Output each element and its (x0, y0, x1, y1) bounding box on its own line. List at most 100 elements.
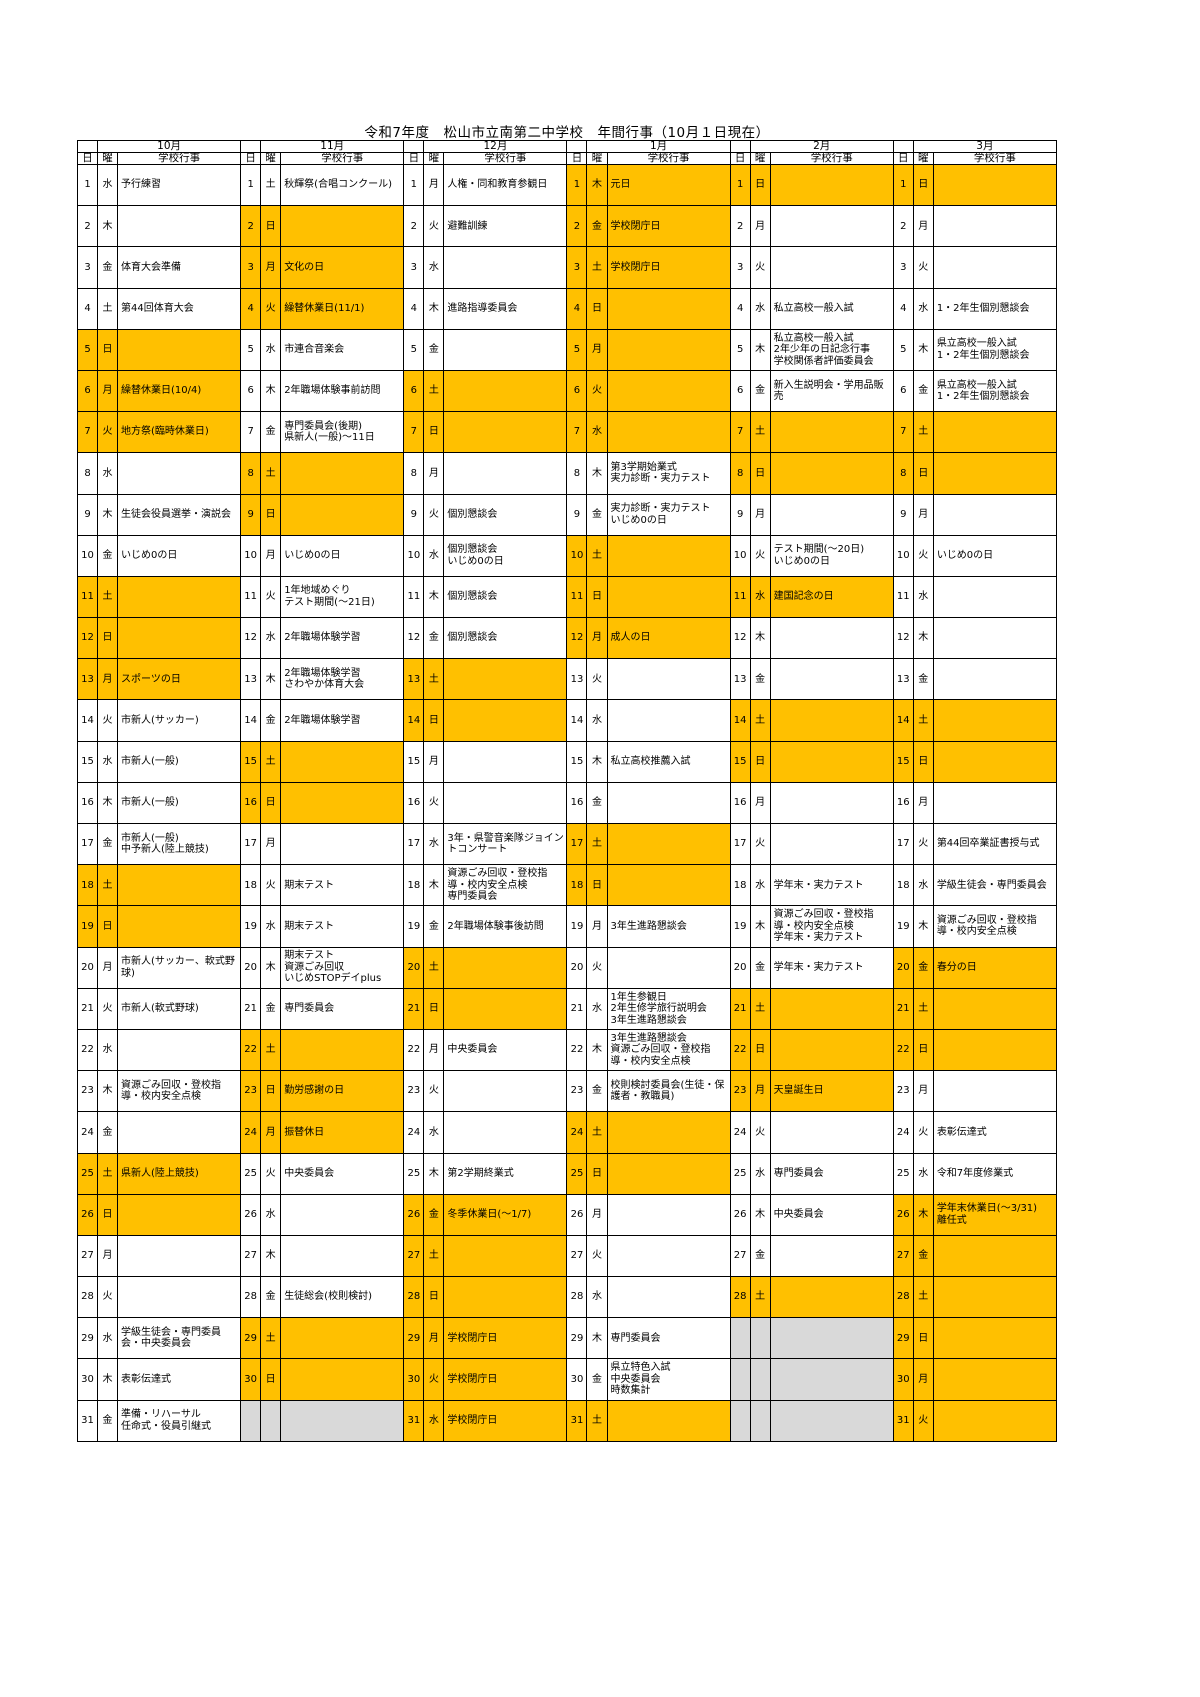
event-cell (443, 699, 568, 742)
day-number: 26 (240, 1193, 262, 1236)
weekday: 金 (586, 493, 608, 536)
day-number: 16 (403, 781, 425, 825)
day-number: 24 (729, 1111, 751, 1154)
weekday: 日 (97, 1193, 119, 1236)
weekday: 水 (260, 905, 282, 948)
weekday: 火 (912, 1399, 934, 1442)
weekday: 日 (912, 163, 934, 207)
event-cell (606, 1111, 731, 1154)
weekday: 月 (423, 1028, 445, 1072)
weekday: 水 (423, 1111, 445, 1154)
event-cell: 第44回体育大会 (117, 287, 242, 330)
event-cell (606, 575, 731, 619)
weekday: 土 (260, 452, 282, 495)
day-column-header: 日 (566, 152, 588, 165)
event-cell (443, 740, 568, 783)
event-cell (280, 205, 405, 248)
event-cell (769, 452, 894, 495)
event-cell (769, 617, 894, 660)
table-row: 15 水市新人(一般) 15 土 15 月 15 木私立高校推薦入試 15 日 15 日 (76, 740, 1058, 783)
event-cell: 建国記念の日 (769, 575, 894, 619)
day-number: 25 (240, 1152, 262, 1195)
event-cell: 秋輝祭(合唱コンクール) (280, 163, 405, 207)
event-cell (769, 1028, 894, 1072)
day-number: 8 (403, 452, 425, 495)
event-cell: 学年末・実力テスト (769, 864, 894, 907)
day-number: 23 (892, 1070, 914, 1113)
day-number: 2 (76, 205, 99, 248)
event-cell: テスト期間(～20日) いじめ0の日 (769, 534, 894, 577)
day-number: 15 (566, 740, 588, 783)
weekday: 月 (586, 617, 608, 660)
weekday: 火 (586, 946, 608, 989)
event-cell (280, 1028, 405, 1072)
weekday: 土 (586, 1399, 608, 1442)
event-cell: 3年・県警音楽隊ジョイントコンサート (443, 822, 568, 866)
day-number: 31 (566, 1399, 588, 1442)
weekday: 日 (260, 1358, 282, 1401)
weekday: 月 (260, 534, 282, 577)
day-number: 2 (566, 205, 588, 248)
event-cell: 学校閉庁日 (443, 1358, 568, 1401)
day-number: 6 (403, 369, 425, 413)
weekday: 日 (97, 617, 119, 660)
weekday: 火 (586, 369, 608, 413)
event-column-header: 学校行事 (606, 152, 731, 165)
event-cell (117, 205, 242, 248)
weekday-column-header: 曜 (586, 152, 608, 165)
table-row: 10 金いじめ0の日 10 月いじめ0の日 10 水個別懇談会 いじめ0の日 10 土 10 火テ… (76, 534, 1058, 577)
day-number: 18 (76, 864, 99, 907)
event-cell: いじめ0の日 (932, 534, 1058, 577)
weekday: 日 (260, 781, 282, 825)
day-number: 10 (240, 534, 262, 577)
weekday: 金 (749, 369, 771, 413)
weekday: 月 (912, 1358, 934, 1401)
weekday: 金 (260, 1276, 282, 1319)
day-number: 22 (403, 1028, 425, 1072)
event-cell: 個別懇談会 いじめ0の日 (443, 534, 568, 577)
event-cell (606, 781, 731, 825)
weekday: 日 (260, 493, 282, 536)
day-number: 8 (892, 452, 914, 495)
weekday: 月 (97, 369, 119, 413)
weekday: 木 (97, 1358, 119, 1401)
weekday: 日 (423, 411, 445, 454)
event-cell (280, 1234, 405, 1278)
event-cell (769, 699, 894, 742)
day-number: 22 (566, 1028, 588, 1072)
day-number: 28 (403, 1276, 425, 1319)
weekday: 水 (912, 864, 934, 907)
weekday: 土 (749, 411, 771, 454)
month-label: 10月 (97, 140, 242, 153)
weekday: 日 (423, 987, 445, 1030)
event-cell: 第3学期始業式 実力診断・実力テスト (606, 452, 731, 495)
weekday: 水 (749, 287, 771, 330)
day-number: 20 (403, 946, 425, 989)
day-number: 12 (76, 617, 99, 660)
day-number: 5 (892, 328, 914, 371)
weekday: 日 (586, 1152, 608, 1195)
weekday: 水 (586, 1276, 608, 1319)
event-cell (932, 1276, 1058, 1319)
weekday: 日 (912, 1028, 934, 1072)
day-number: 9 (240, 493, 262, 536)
table-row: 4 土第44回体育大会 4 火繰替休業日(11/1) 4 木進路指導委員会 4 日 4 水私立高校… (76, 287, 1058, 330)
weekday: 水 (423, 1399, 445, 1442)
table-row: 25 土県新人(陸上競技) 25 火中央委員会 25 木第2学期終業式 25 日 25 水専門委員… (76, 1152, 1058, 1195)
event-cell: 県立高校一般入試 1・2年生個別懇談会 (932, 328, 1058, 371)
day-number: 1 (729, 163, 751, 207)
weekday-column-header: 曜 (423, 152, 445, 165)
event-cell: 人権・同和教育参観日 (443, 163, 568, 207)
weekday: 月 (912, 781, 934, 825)
event-cell: 個別懇談会 (443, 617, 568, 660)
day-number: 21 (566, 987, 588, 1030)
weekday: 木 (749, 905, 771, 948)
event-cell: 表彰伝達式 (932, 1111, 1058, 1154)
day-number: 23 (76, 1070, 99, 1113)
event-cell: 成人の日 (606, 617, 731, 660)
event-cell: 市連合音楽会 (280, 328, 405, 371)
event-column-header: 学校行事 (443, 152, 568, 165)
day-number: 28 (729, 1276, 751, 1319)
column-header-row: 日曜学校行事日曜学校行事日曜学校行事日曜学校行事日曜学校行事日曜学校行事 (76, 152, 1058, 165)
day-number: 4 (76, 287, 99, 330)
